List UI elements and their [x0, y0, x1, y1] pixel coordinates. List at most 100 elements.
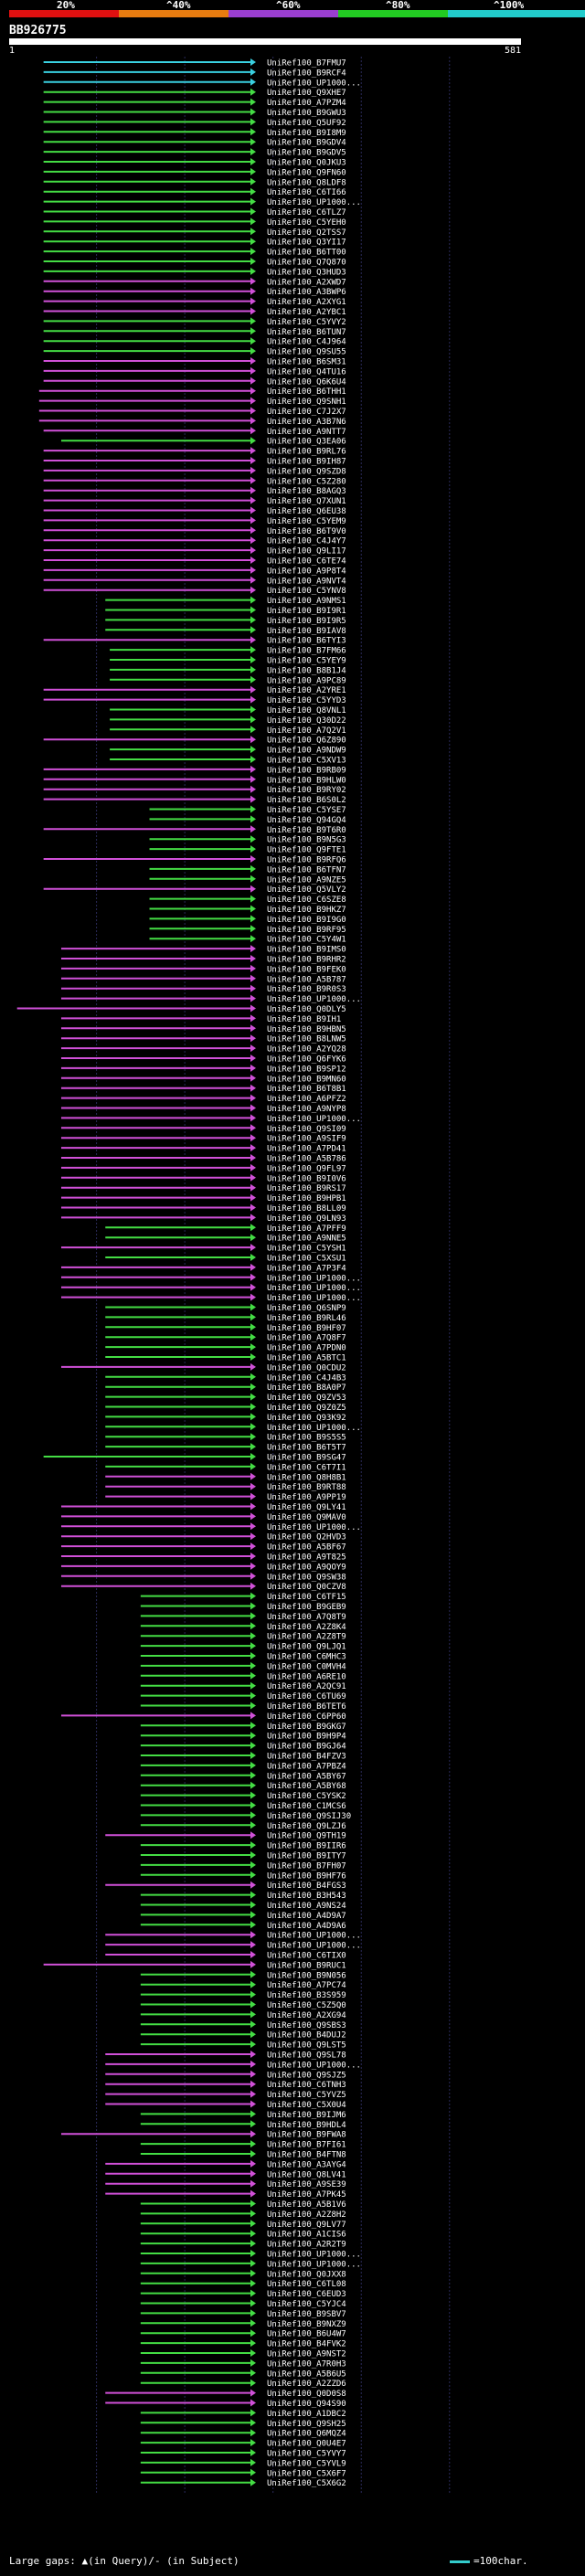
hit-arrow-icon — [250, 1403, 256, 1411]
hit-row: UniRef100_A2XYG1 — [43, 297, 346, 307]
hit-label: UniRef100_Q9MAV0 — [267, 1513, 346, 1522]
hit-row: UniRef100_B9HBN5 — [60, 1024, 346, 1034]
hit-arrow-icon — [250, 1871, 256, 1879]
hit-label: UniRef100_Q9SH25 — [267, 2420, 346, 2429]
hit-arrow-icon — [250, 1990, 256, 1998]
hit-arrow-icon — [250, 2100, 256, 2108]
hit-arrow-icon — [250, 716, 256, 724]
hit-row: UniRef100_B9FWA8 — [60, 2130, 346, 2140]
hit-arrow-icon — [250, 466, 256, 474]
hit-label: UniRef100_A4D9A6 — [267, 1922, 346, 1931]
hit-row: UniRef100_Q4TU16 — [43, 366, 346, 376]
hit-arrow-icon — [250, 566, 256, 574]
hit-label: UniRef100_B9I8M9 — [267, 129, 346, 138]
hit-row: UniRef100_C5X0U4 — [105, 2100, 346, 2110]
hit-row: UniRef100_A2XG94 — [140, 2010, 346, 2020]
scale-start-label: 1 — [9, 46, 16, 56]
hit-row: UniRef100_Q0D0S8 — [105, 2389, 346, 2399]
hit-row: UniRef100_A7PZM4 — [43, 98, 346, 108]
legend-scale: =100char. — [450, 2555, 528, 2567]
hit-arrow-icon — [250, 2369, 256, 2377]
hit-arrow-icon — [250, 1632, 256, 1640]
hit-label: UniRef100_UP1000... — [267, 1294, 361, 1303]
hit-label: UniRef100_Q0D0S8 — [267, 2390, 346, 2399]
hit-arrow-icon — [250, 2030, 256, 2039]
hit-arrow-icon — [250, 885, 256, 893]
hit-label: UniRef100_C5YEY9 — [267, 657, 346, 666]
hit-row: UniRef100_A2Z8T9 — [140, 1632, 346, 1642]
hit-row: UniRef100_B7FI61 — [140, 2140, 346, 2150]
hit-arrow-icon — [250, 2409, 256, 2417]
hit-label: UniRef100_A2R2T9 — [267, 2241, 346, 2250]
hit-label: UniRef100_A9NDW9 — [267, 747, 346, 756]
hit-row: UniRef100_B9IIR6 — [140, 1841, 346, 1851]
hit-arrow-icon — [250, 2200, 256, 2208]
hit-row: UniRef100_Q7XUN1 — [43, 496, 346, 506]
hit-arrow-icon — [250, 1283, 256, 1291]
hit-row: UniRef100_A7R0H3 — [140, 2359, 346, 2369]
hit-row: UniRef100_B6SM31 — [43, 357, 346, 367]
hit-arrow-icon — [250, 536, 256, 545]
hit-label: UniRef100_Q9LI17 — [267, 547, 346, 557]
hit-arrow-icon — [250, 1742, 256, 1750]
hit-row: UniRef100_B8A0P7 — [105, 1383, 346, 1393]
hit-label: UniRef100_B6T8B1 — [267, 1085, 346, 1094]
hit-row: UniRef100_B9HDL4 — [140, 2120, 346, 2130]
hit-arrow-icon — [250, 785, 256, 793]
hit-label: UniRef100_C6TIX0 — [267, 1952, 346, 1961]
hit-row: UniRef100_A2ZZD6 — [140, 2379, 346, 2389]
hit-arrow-icon — [250, 746, 256, 754]
hit-arrow-icon — [250, 815, 256, 823]
hit-arrow-icon — [250, 1254, 256, 1261]
hit-label: UniRef100_B6SM31 — [267, 358, 346, 367]
hit-arrow-icon — [250, 756, 256, 763]
hit-row: UniRef100_B7FH07 — [140, 1860, 346, 1871]
hit-arrow-icon — [250, 88, 256, 96]
hit-arrow-icon — [250, 1055, 256, 1062]
hit-arrow-icon — [250, 1303, 256, 1311]
hit-arrow-icon — [250, 167, 256, 175]
hit-arrow-icon — [250, 855, 256, 863]
hit-row: UniRef100_Q0CZV8 — [60, 1582, 346, 1592]
hit-label: UniRef100_B9FEK0 — [267, 965, 346, 974]
hit-arrow-icon — [250, 1732, 256, 1740]
hit-row: UniRef100_A1DBC2 — [140, 2409, 346, 2419]
hit-row: UniRef100_UP1000... — [105, 2060, 361, 2070]
hit-arrow-icon — [250, 2110, 256, 2118]
hit-arrow-icon — [250, 984, 256, 992]
hit-label: UniRef100_UP1000... — [267, 1942, 361, 1951]
hit-row: UniRef100_A9PP19 — [105, 1492, 346, 1502]
hit-arrow-icon — [250, 58, 256, 66]
hit-row: UniRef100_B9RHR2 — [60, 955, 346, 965]
hit-arrow-icon — [250, 616, 256, 624]
hit-row: UniRef100_B9I8M9 — [43, 128, 346, 138]
hit-row: UniRef100_Q5VLY2 — [43, 885, 346, 895]
hit-row: UniRef100_C6T7I1 — [105, 1462, 346, 1472]
hit-label: UniRef100_B9I9R5 — [267, 617, 346, 626]
hit-row: UniRef100_A2YBC1 — [43, 307, 346, 317]
hit-arrow-icon — [250, 736, 256, 744]
hit-label: UniRef100_C1MCS6 — [267, 1802, 346, 1811]
hit-label: UniRef100_B9IMS0 — [267, 946, 346, 955]
hit-arrow-icon — [250, 2339, 256, 2348]
hit-label: UniRef100_C0MVH4 — [267, 1662, 346, 1671]
hit-arrow-icon — [250, 128, 256, 136]
hit-label: UniRef100_A3BWP6 — [267, 288, 346, 297]
hit-label: UniRef100_A3B7N6 — [267, 418, 346, 427]
percent-tick-20: 20% — [57, 0, 75, 11]
color-band-green — [338, 10, 448, 17]
hit-label: UniRef100_A9NNE5 — [267, 1235, 346, 1244]
hit-row: UniRef100_B9SBV7 — [140, 2309, 346, 2319]
hit-label: UniRef100_B3S959 — [267, 1991, 346, 2000]
hit-label: UniRef100_Q2HVD3 — [267, 1533, 346, 1542]
hit-arrow-icon — [250, 775, 256, 783]
hit-arrow-icon — [250, 646, 256, 654]
hit-row: UniRef100_C5X6F7 — [140, 2468, 346, 2478]
hit-arrow-icon — [250, 1781, 256, 1789]
hit-row: UniRef100_C5YVZ5 — [105, 2090, 346, 2100]
hit-row: UniRef100_A9NTT7 — [43, 427, 346, 437]
hit-row: UniRef100_Q6FYK6 — [60, 1055, 346, 1065]
hit-arrow-icon — [250, 2010, 256, 2019]
hit-row: UniRef100_Q9SL78 — [105, 2051, 346, 2061]
hit-arrow-icon — [250, 1811, 256, 1819]
